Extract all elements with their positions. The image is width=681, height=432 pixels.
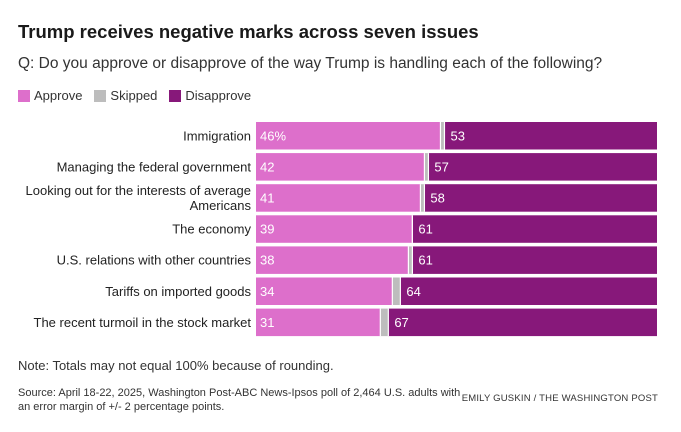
- data-label-approve: 38: [260, 253, 274, 268]
- bar-approve: [256, 277, 393, 305]
- legend-item-approve: Approve: [18, 88, 82, 103]
- legend-item-disapprove: Disapprove: [169, 88, 251, 103]
- data-label-approve: 41: [260, 190, 274, 205]
- data-label-disapprove: 57: [434, 159, 448, 174]
- bar-skipped: [380, 308, 389, 337]
- category-label: Managing the federal government: [57, 159, 252, 174]
- legend-label-approve: Approve: [34, 88, 83, 103]
- source-text: Source: April 18-22, 2025, Washington Po…: [18, 387, 461, 413]
- legend-swatch-approve: [18, 89, 30, 102]
- bar-disapprove: [424, 184, 657, 212]
- data-label-approve: 31: [260, 315, 274, 330]
- data-label-disapprove: 64: [406, 284, 420, 299]
- credit-line: EMILY GUSKIN / THE WASHINGTON POST: [461, 393, 658, 404]
- bar-disapprove: [388, 308, 657, 337]
- bar-approve: [256, 308, 381, 337]
- bar-disapprove: [400, 277, 657, 305]
- bar-skipped: [440, 122, 445, 150]
- bar-disapprove: [412, 215, 657, 243]
- legend-item-skipped: Skipped: [94, 88, 157, 103]
- bar-skipped: [392, 277, 401, 305]
- data-label-disapprove: 53: [450, 128, 464, 143]
- data-label-approve: 46%: [260, 128, 286, 143]
- category-label: Looking out for the interests of average…: [26, 183, 252, 213]
- data-label-disapprove: 61: [418, 253, 432, 268]
- category-label: Tariffs on imported goods: [105, 284, 251, 299]
- legend-label-skipped: Skipped: [110, 88, 158, 103]
- category-label: Immigration: [183, 128, 251, 143]
- legend-swatch-disapprove: [169, 89, 182, 102]
- legend-swatch-skipped: [94, 89, 107, 102]
- category-label: The recent turmoil in the stock market: [34, 315, 252, 330]
- data-label-approve: 34: [260, 284, 274, 299]
- data-label-disapprove: 61: [418, 222, 432, 237]
- bar-disapprove: [428, 153, 657, 181]
- legend-label-disapprove: Disapprove: [185, 88, 252, 103]
- chart-subtitle: Q: Do you approve or disapprove of the w…: [18, 55, 603, 72]
- data-label-disapprove: 67: [394, 315, 408, 330]
- category-label: U.S. relations with other countries: [57, 253, 252, 268]
- chart-title: Trump receives negative marks across sev…: [18, 21, 479, 42]
- bar-approve: [256, 153, 425, 181]
- data-label-approve: 42: [260, 159, 274, 174]
- bar-disapprove: [412, 246, 657, 274]
- bar-skipped: [420, 184, 425, 212]
- bar-approve: [256, 246, 409, 274]
- category-label: The economy: [172, 222, 251, 237]
- bar-approve: [256, 184, 421, 212]
- bar-approve: [256, 215, 413, 243]
- footnote: Note: Totals may not equal 100% because …: [18, 358, 334, 373]
- bar-skipped: [408, 246, 413, 274]
- data-label-approve: 39: [260, 222, 274, 237]
- legend: Approve Skipped Disapprove: [18, 88, 263, 103]
- bar-disapprove: [444, 122, 657, 150]
- bar-approve: [256, 122, 441, 150]
- bar-skipped: [424, 153, 429, 181]
- data-label-disapprove: 58: [430, 190, 444, 205]
